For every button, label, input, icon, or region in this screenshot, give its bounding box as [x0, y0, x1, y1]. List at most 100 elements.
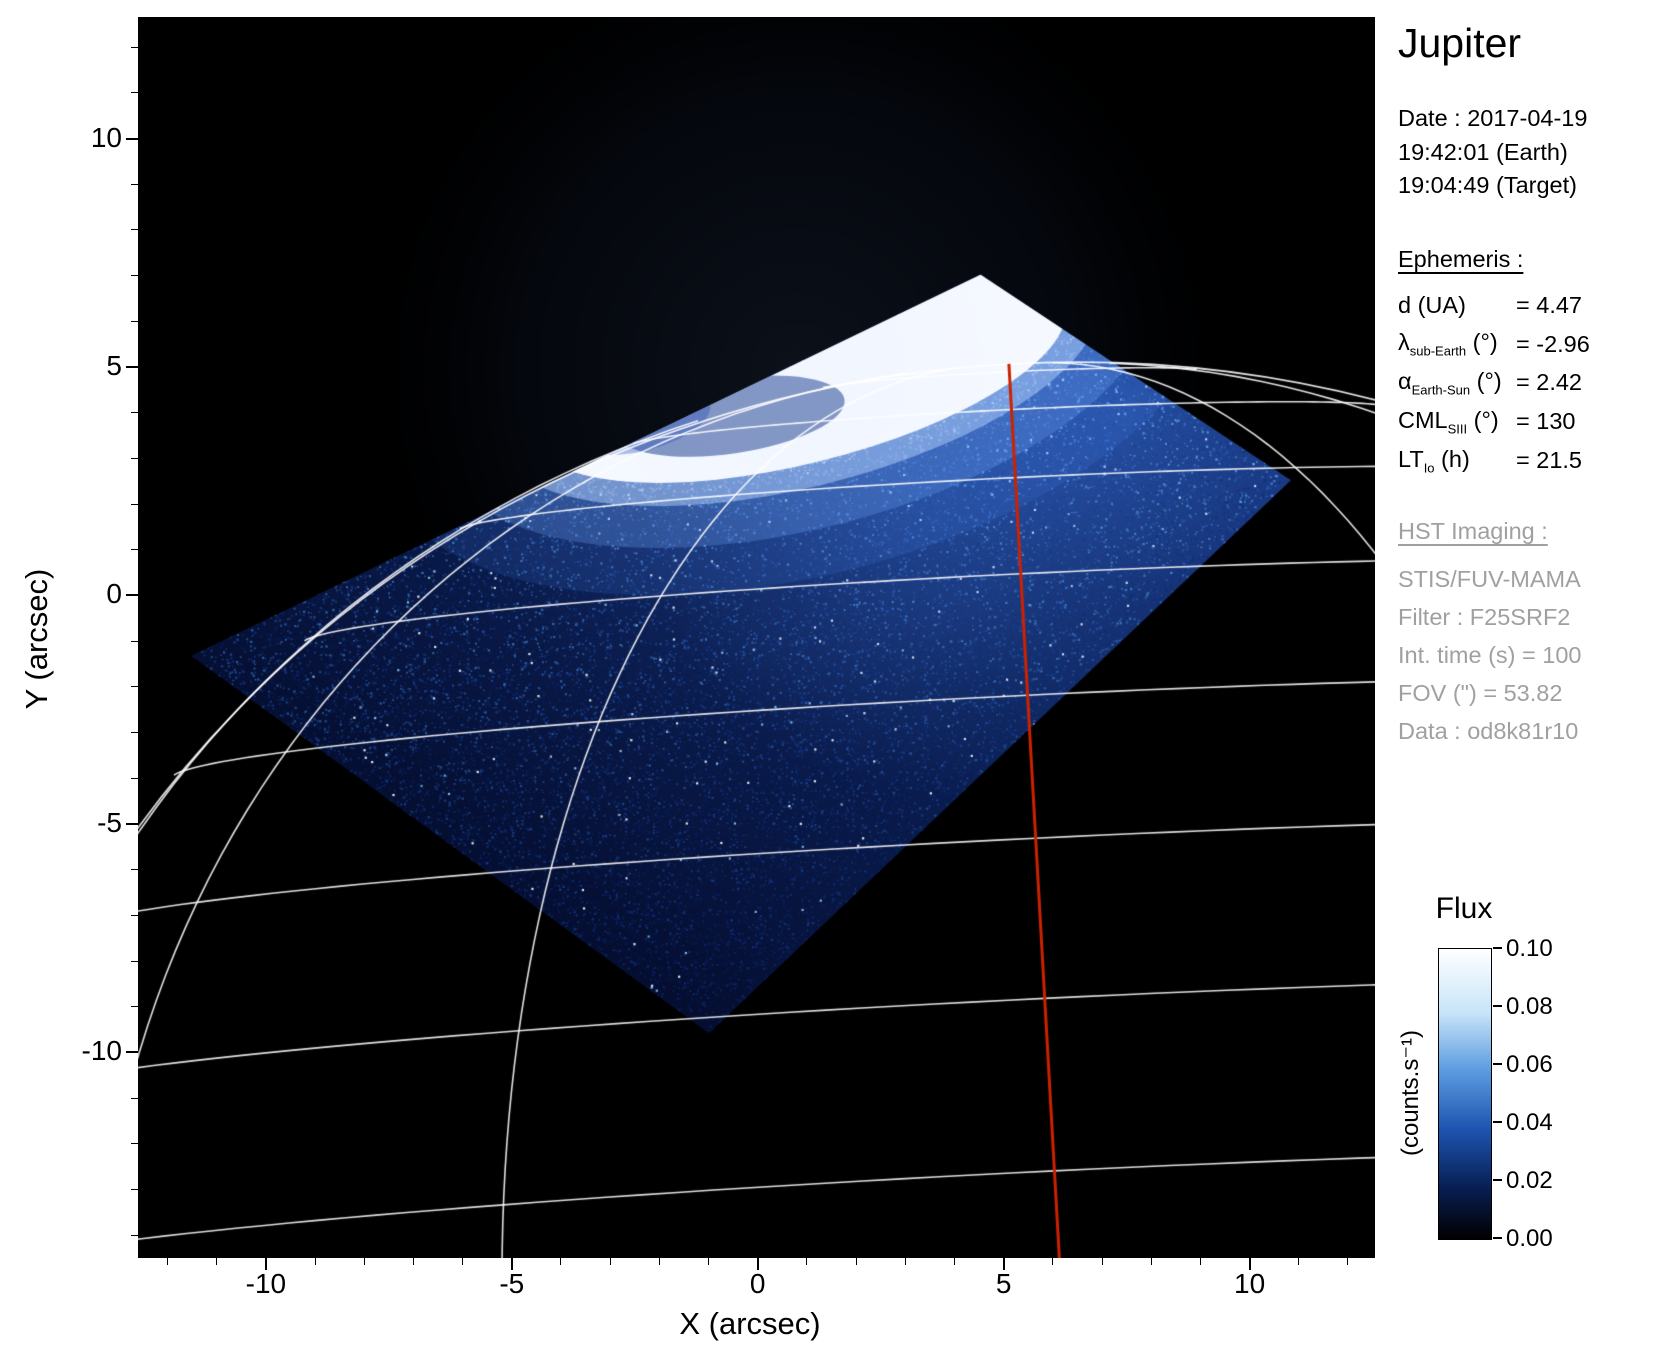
hst-imaging-header: HST Imaging :	[1398, 518, 1548, 544]
y-tick-label: 10	[90, 121, 122, 153]
colorbar-tick-mark	[1493, 1005, 1502, 1007]
colorbar-tick-label: 0.02	[1506, 1167, 1553, 1194]
y-minor-tick-mark	[131, 914, 138, 916]
ephemeris-value: = 21.5	[1516, 447, 1582, 474]
y-minor-tick-mark	[131, 503, 138, 505]
ephemeris-label: λsub-Earth (°)	[1398, 329, 1498, 360]
ephemeris-row: d (UA) = 4.47	[1398, 286, 1676, 325]
y-tick-mark	[126, 137, 138, 140]
x-minor-tick-mark	[1052, 1258, 1054, 1265]
x-minor-tick-mark	[560, 1258, 562, 1265]
colorbar-tick-mark	[1493, 1179, 1502, 1181]
ephemeris-row: CMLSIII (°) = 130	[1398, 402, 1676, 441]
colorbar-gradient	[1438, 948, 1492, 1240]
x-tick-label: -5	[499, 1268, 525, 1299]
colorbar-tick-label: 0.04	[1506, 1109, 1553, 1136]
x-tick-mark	[1248, 1258, 1251, 1270]
y-minor-tick-mark	[131, 1097, 138, 1099]
y-minor-tick-mark	[131, 686, 138, 688]
x-tick-label: 0	[749, 1268, 766, 1299]
ephemeris-label: αEarth-Sun (°)	[1398, 368, 1502, 398]
x-tick-mark	[1002, 1258, 1005, 1270]
y-minor-tick-mark	[131, 46, 138, 48]
y-minor-tick-mark	[131, 1188, 138, 1190]
x-tick-label: 5	[995, 1268, 1012, 1299]
colorbar-tick-label: 0.10	[1506, 935, 1553, 962]
y-tick-label: -10	[81, 1035, 122, 1067]
x-minor-tick-mark	[609, 1258, 611, 1265]
colorbar-tick-mark	[1493, 947, 1502, 949]
hst-imaging-line: Filter : F25SRF2	[1398, 604, 1571, 630]
y-tick-mark	[126, 1051, 138, 1054]
ephemeris-rows: d (UA) = 4.47 λsub-Earth (°) = -2.96 αEarth-…	[1398, 286, 1676, 480]
y-minor-tick-mark	[131, 320, 138, 322]
y-minor-tick-mark	[131, 549, 138, 551]
hst-imaging-line: Int. time (s) = 100	[1398, 642, 1582, 668]
x-minor-tick-mark	[412, 1258, 414, 1265]
x-minor-tick-mark	[855, 1258, 857, 1265]
fuv-image-canvas	[138, 17, 1375, 1258]
hst-imaging-line: STIS/FUV-MAMA	[1398, 566, 1581, 592]
x-minor-tick-mark	[216, 1258, 218, 1265]
x-minor-tick-mark	[1101, 1258, 1103, 1265]
ephemeris-label: d (UA)	[1398, 291, 1466, 318]
target-title: Jupiter	[1398, 20, 1522, 66]
hst-imaging-line: Data : od8k81r10	[1398, 718, 1579, 744]
y-minor-tick-mark	[131, 1234, 138, 1236]
ephemeris-label: CMLSIII (°)	[1398, 406, 1499, 437]
colorbar-tick-label: 0.06	[1506, 1051, 1553, 1078]
x-minor-tick-mark	[1347, 1258, 1349, 1265]
y-tick-mark	[126, 366, 138, 368]
x-tick-mark	[510, 1258, 513, 1270]
x-axis-title: X (arcsec)	[679, 1306, 821, 1341]
y-minor-tick-mark	[131, 92, 138, 94]
observation-date: Date : 2017-04-19	[1398, 105, 1588, 131]
colorbar-tick-label: 0.00	[1506, 1225, 1553, 1252]
x-minor-tick-mark	[806, 1258, 808, 1265]
x-tick-mark	[264, 1258, 267, 1270]
y-minor-tick-mark	[131, 275, 138, 277]
colorbar-tick-mark	[1493, 1063, 1502, 1065]
y-tick-mark	[126, 822, 138, 825]
y-tick-label: -5	[97, 806, 122, 838]
x-minor-tick-mark	[904, 1258, 906, 1265]
y-minor-tick-mark	[131, 412, 138, 414]
ephemeris-value: = 2.42	[1516, 369, 1582, 396]
ephemeris-label: LTIo (h)	[1398, 445, 1470, 476]
y-minor-tick-mark	[131, 640, 138, 642]
y-minor-tick-mark	[131, 869, 138, 871]
x-minor-tick-mark	[953, 1258, 955, 1265]
x-minor-tick-mark	[314, 1258, 316, 1265]
colorbar-tick-mark	[1493, 1237, 1502, 1239]
x-tick-label: 10	[1234, 1268, 1266, 1299]
colorbar-unit: (counts.s⁻¹)	[1397, 1029, 1424, 1157]
info-sidebar: Jupiter Date : 2017-04-19 19:42:01 (Eart…	[1397, 20, 1676, 1360]
ephemeris-header: Ephemeris :	[1398, 246, 1524, 272]
x-tick-mark	[756, 1258, 759, 1270]
y-minor-tick-mark	[131, 960, 138, 962]
x-minor-tick-mark	[658, 1258, 660, 1265]
y-minor-tick-mark	[131, 1143, 138, 1145]
y-axis-title: Y (arcsec)	[19, 568, 54, 710]
y-minor-tick-mark	[131, 732, 138, 734]
colorbar-title: Flux	[1435, 892, 1493, 925]
x-minor-tick-mark	[708, 1258, 710, 1265]
ephemeris-row: LTIo (h) = 21.5	[1398, 441, 1676, 480]
observation-time-earth: 19:42:01 (Earth)	[1398, 138, 1568, 165]
x-minor-tick-mark	[1150, 1258, 1152, 1265]
ephemeris-value: = -2.96	[1516, 330, 1590, 357]
colorbar-tick-mark	[1493, 1121, 1502, 1123]
observation-datetime: Date : 2017-04-19 19:42:01 (Earth) 19:04…	[1398, 102, 1587, 203]
y-minor-tick-mark	[131, 457, 138, 459]
x-minor-tick-mark	[1298, 1258, 1300, 1265]
ephemeris-value: = 130	[1516, 408, 1576, 435]
hst-imaging-lines: STIS/FUV-MAMA Filter : F25SRF2 Int. time (…	[1398, 560, 1582, 750]
y-tick-label: 5	[106, 350, 122, 381]
image-plot-area	[138, 17, 1375, 1258]
x-minor-tick-mark	[363, 1258, 365, 1265]
hst-imaging-line: FOV (") = 53.82	[1398, 680, 1563, 706]
x-tick-label: -10	[245, 1268, 287, 1299]
x-minor-tick-mark	[462, 1258, 464, 1265]
x-minor-tick-mark	[167, 1258, 168, 1265]
